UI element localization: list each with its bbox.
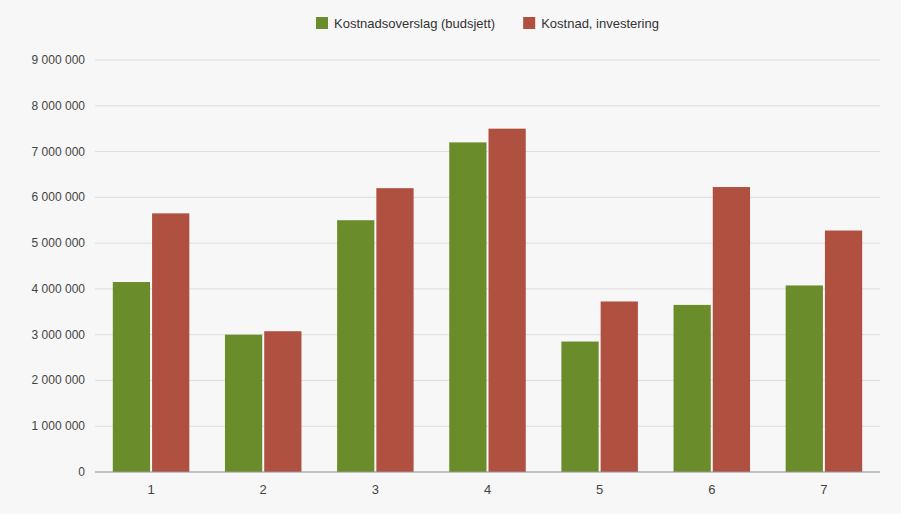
background — [0, 0, 901, 514]
y-tick-label: 8 000 000 — [32, 99, 86, 113]
bar — [601, 301, 638, 472]
x-axis: 1 2 3 4 5 6 7 — [147, 482, 827, 497]
bar — [337, 220, 374, 472]
x-tick-label: 3 — [372, 482, 379, 497]
grid-line — [95, 380, 880, 381]
legend-swatch — [523, 17, 535, 29]
grid-line — [95, 426, 880, 427]
y-tick-label: 9 000 000 — [32, 53, 86, 67]
bar — [225, 335, 262, 472]
bar — [152, 213, 189, 472]
series — [113, 142, 823, 472]
grid-line — [95, 151, 880, 152]
grid-line — [95, 60, 880, 61]
grid-line — [95, 288, 880, 289]
bar — [713, 187, 750, 472]
legend-label: Kostnadsoverslag (budsjett) — [334, 16, 495, 31]
chart: 0 1 000 000 2 000 000 3 000 000 4 000 000 5 0… — [0, 0, 901, 514]
y-tick-label: 5 000 000 — [32, 236, 86, 250]
bar — [561, 342, 598, 472]
x-tick-label: 1 — [147, 482, 154, 497]
grid-line — [95, 472, 880, 473]
x-tick-label: 4 — [484, 482, 491, 497]
bar — [825, 231, 862, 472]
bar — [264, 331, 301, 472]
chart-container: 0 1 000 000 2 000 000 3 000 000 4 000 000 5 0… — [0, 0, 901, 514]
grid-line — [95, 243, 880, 244]
bar — [376, 188, 413, 472]
bar — [786, 285, 823, 472]
y-tick-label: 6 000 000 — [32, 190, 86, 204]
grid-line — [95, 105, 880, 106]
y-tick-label: 7 000 000 — [32, 145, 86, 159]
bar — [674, 305, 711, 472]
series — [152, 129, 862, 472]
legend-swatch — [316, 17, 328, 29]
grid — [95, 60, 880, 472]
x-tick-label: 2 — [260, 482, 267, 497]
legend: Kostnadsoverslag (budsjett) Kostnad, inve… — [316, 16, 659, 31]
y-tick-label: 2 000 000 — [32, 373, 86, 387]
grid-line — [95, 334, 880, 335]
bar — [489, 129, 526, 472]
x-tick-label: 5 — [596, 482, 603, 497]
y-tick-label: 4 000 000 — [32, 282, 86, 296]
bar — [113, 282, 150, 472]
bars — [113, 129, 862, 472]
y-tick-label: 3 000 000 — [32, 328, 86, 342]
x-tick-label: 7 — [820, 482, 827, 497]
bar — [449, 142, 486, 472]
y-axis: 0 1 000 000 2 000 000 3 000 000 4 000 000 5 0… — [32, 53, 86, 479]
x-axis-line — [95, 472, 880, 473]
y-tick-label: 0 — [78, 465, 85, 479]
grid-line — [95, 197, 880, 198]
legend-label: Kostnad, investering — [541, 16, 659, 31]
y-tick-label: 1 000 000 — [32, 419, 86, 433]
x-tick-label: 6 — [708, 482, 715, 497]
